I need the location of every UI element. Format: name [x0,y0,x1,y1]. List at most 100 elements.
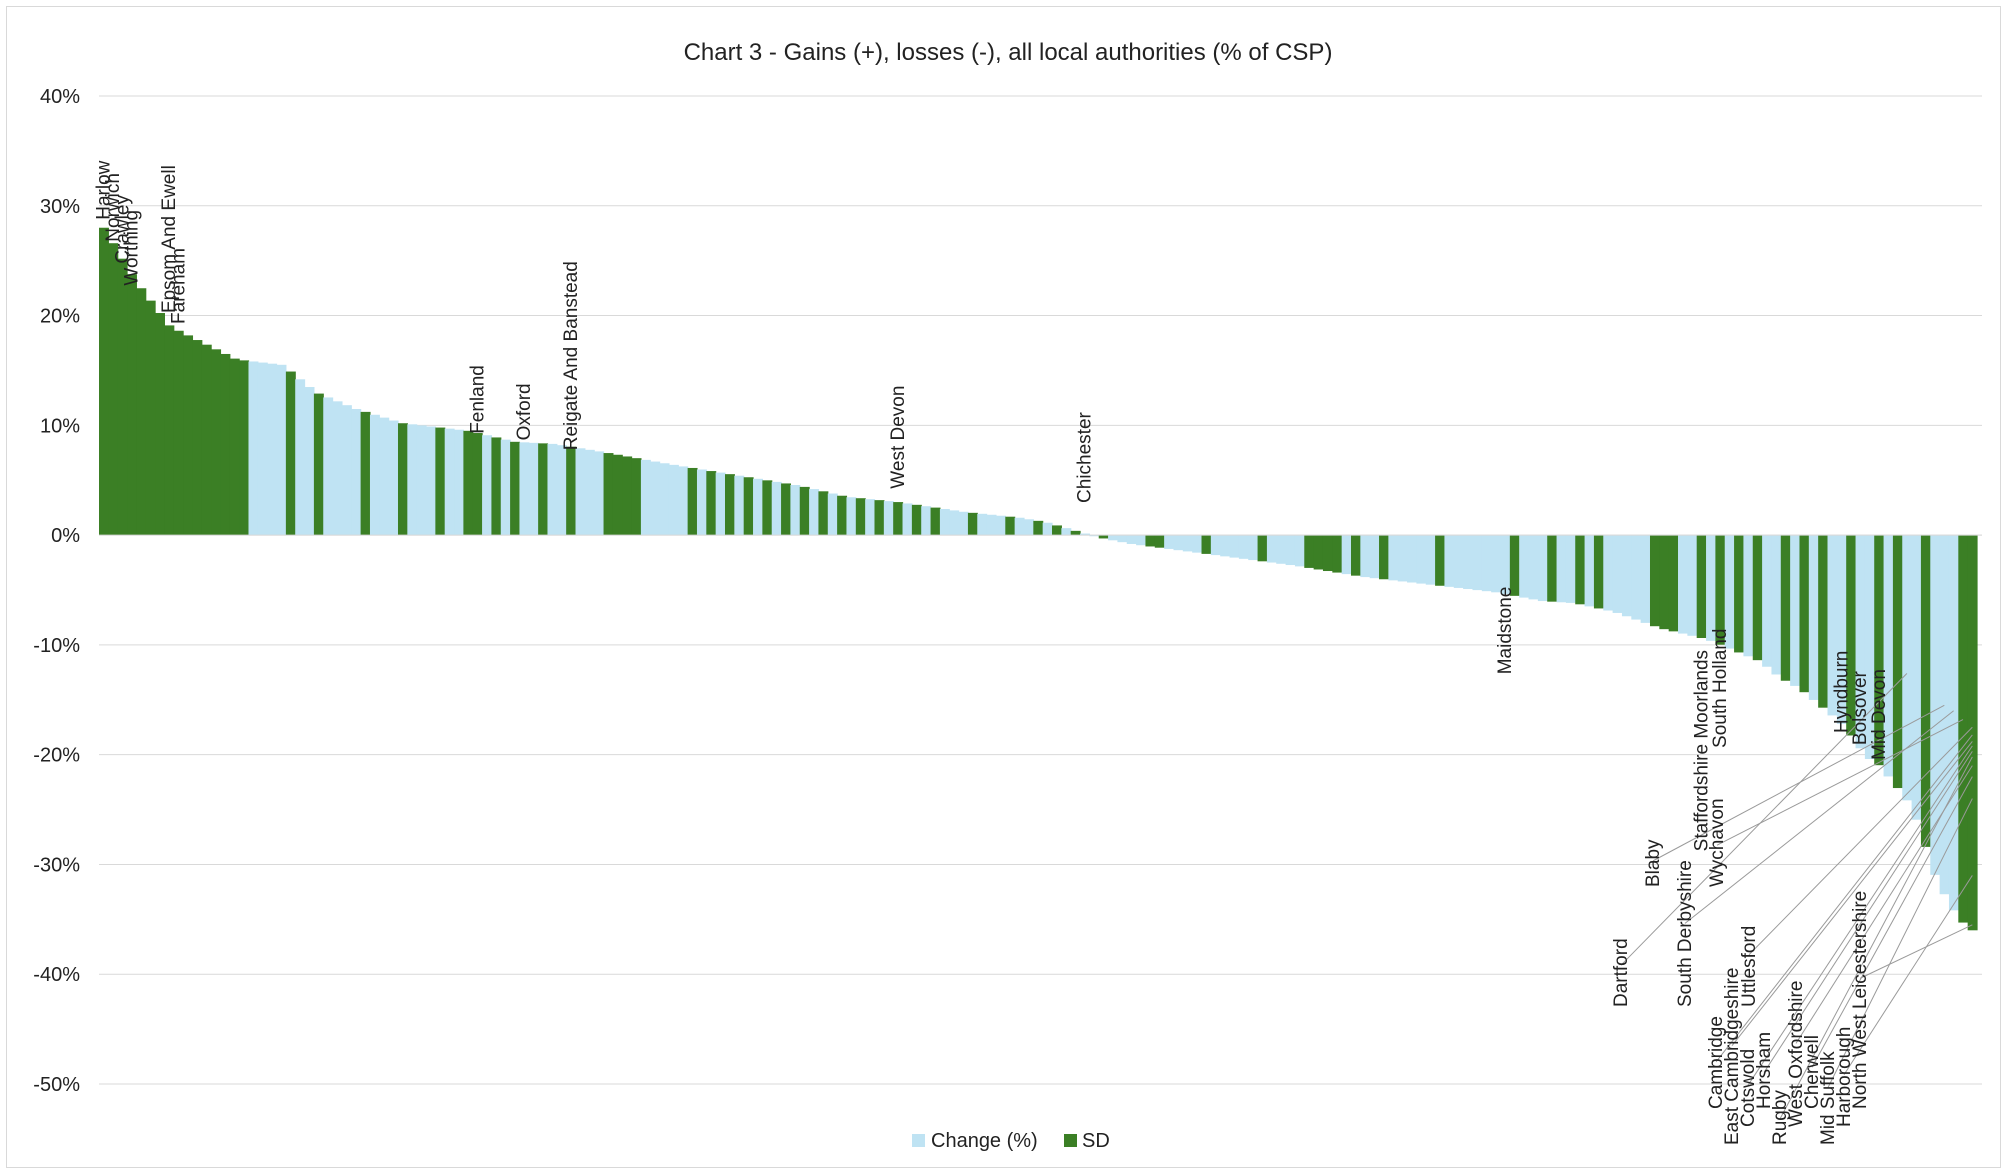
bar-change [1192,535,1203,553]
bar-sd [313,393,324,536]
bar-sd [1846,535,1857,736]
annotation-label: South Derbyshire [1675,860,1696,1007]
bar-sd [1304,535,1315,568]
bar-sd [201,344,212,536]
bar-change [454,429,464,536]
annotation-leader [1811,776,1973,1068]
bar-sd [1332,535,1343,573]
annotation-leader [1620,673,1908,966]
bar-change [1014,517,1025,536]
bar-change [1238,535,1249,559]
chart-svg: Chart 3 - Gains (+), losses (-), all loc… [33,39,1982,1152]
bar-change [977,513,988,536]
bar-change [1491,535,1502,593]
bar-change [351,409,362,536]
bar-change [1948,535,1959,911]
bar-sd [1145,535,1156,547]
bar-sd [1052,525,1062,536]
bar-sd [743,477,754,536]
annotation-label: West Devon [888,386,909,489]
bar-change [519,442,530,536]
bar-sd [127,274,137,536]
bar-sd [145,300,156,536]
bar-change [1369,535,1380,579]
bar-change [1911,535,1922,820]
bar-change [809,489,820,536]
bar-change [295,379,306,536]
bar-sd [799,486,810,536]
bar-sd [1005,516,1016,536]
bar-change [1528,535,1539,600]
bar-change [668,464,679,536]
bar-sd [725,474,735,536]
annotation-label: Cherwell [1802,1035,1823,1109]
bar-change [939,508,950,536]
bar-change [753,478,763,536]
bar-change [1930,535,1941,875]
bar-sd [1322,535,1333,572]
bar-change [1117,535,1128,543]
bar-change [500,439,511,536]
legend-swatch-change [912,1134,925,1147]
annotation-leader [1747,745,1973,1086]
bar-sd [1920,535,1931,847]
annotation-label: West Oxfordshire [1786,981,1807,1127]
bar-change [584,449,595,536]
bar-sd [1799,535,1810,693]
bar-change [1827,535,1838,716]
bar-sd [762,480,773,536]
bar-sd [1575,535,1586,605]
annotation-label: Harlow [94,160,115,219]
legend-swatch-sd [1064,1134,1077,1147]
bar-sd [1509,535,1520,596]
bar-sd [874,500,885,536]
annotation-label: North West Leicestershire [1850,891,1871,1109]
bar-change [1537,535,1548,602]
bar-sd [855,498,866,536]
annotation-label: Worthing [122,210,143,286]
bar-change [865,499,876,536]
bar-sd [1967,535,1978,931]
bar-change [995,515,1006,536]
bar-change [1883,535,1894,777]
bar-change [921,506,932,536]
bar-change [883,501,894,536]
annotation-label: Dartford [1611,938,1632,1007]
bar-sd [99,227,109,536]
bar-change [696,469,707,536]
annotation-label: Wychavon [1707,798,1728,887]
annotation-leader [1795,765,1973,1044]
bar-change [1089,535,1100,537]
bar-sd [108,243,119,536]
bar-change [332,401,343,536]
annotation-leader [1716,719,1964,846]
bar-change [304,387,315,536]
bar-sd [1070,530,1081,536]
bar-sd [1154,535,1165,548]
bar-change [1444,535,1455,587]
bar-sd [1098,535,1109,539]
bar-sd [1547,535,1558,602]
bar-sd [1313,535,1324,570]
annotation-label: Fareham [168,248,189,324]
bar-sd [967,512,978,536]
bar-sd [285,371,296,536]
annotation-label: Mid Suffolk [1818,1051,1839,1145]
bar-change [949,510,960,536]
chart-title: Chart 3 - Gains (+), losses (-), all loc… [684,39,1333,66]
annotation-leader [1684,710,1954,924]
bar-change [1276,535,1287,564]
bar-sd [1892,535,1903,789]
bar-sd [1257,535,1268,562]
bar-sd [818,491,829,536]
annotation-label: Uttlesford [1739,926,1760,1007]
bar-sd [155,313,165,536]
bar-sd [239,360,250,536]
annotation-leader [1763,751,1973,1073]
bar-change [1108,535,1119,541]
bar-sd [622,456,633,536]
annotation-label: Cotswold [1738,1049,1759,1127]
annotation-label: Cambridge [1706,1016,1727,1109]
bars [99,227,1978,931]
